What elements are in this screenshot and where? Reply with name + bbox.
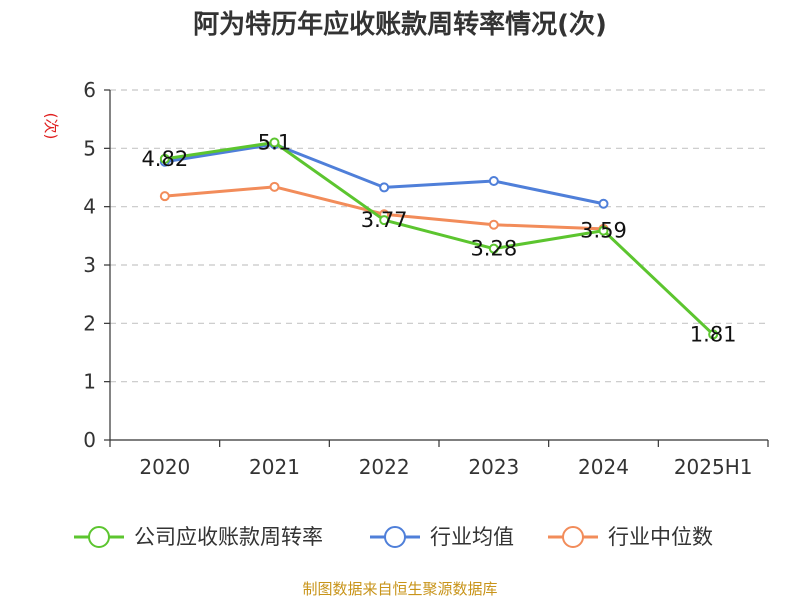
data-point (269, 137, 280, 148)
legend-item[interactable]: 行业中位数 (548, 525, 713, 549)
data-label: 3.28 (470, 237, 517, 261)
x-tick-label: 2022 (359, 455, 410, 479)
y-tick-label: 1 (83, 370, 96, 394)
data-point (488, 219, 499, 230)
y-axis-label: (次) (42, 113, 60, 140)
data-label: 3.59 (580, 219, 627, 243)
source-note: 制图数据来自恒生聚源数据库 (302, 580, 497, 598)
legend-item[interactable]: 行业均值 (370, 525, 514, 549)
y-tick-label: 3 (83, 253, 96, 277)
data-labels: 4.82 5.1 3.77 3.28 3.59 1.81 (141, 131, 736, 347)
x-tick-label: 2025H1 (674, 455, 753, 479)
y-tick-label: 5 (83, 136, 96, 160)
data-point (269, 181, 280, 192)
data-label: 5.1 (258, 131, 291, 155)
axes: 0 1 2 3 4 5 6 2020 2021 2022 2023 2024 2025H1 (83, 78, 769, 479)
x-tick-label: 2024 (578, 455, 629, 479)
y-tick-label: 2 (83, 311, 96, 335)
data-label: 3.77 (361, 208, 408, 232)
series-line (164, 141, 715, 336)
x-tick-label: 2020 (139, 455, 190, 479)
data-point (488, 243, 499, 254)
data-point (159, 153, 170, 164)
series-line (164, 142, 604, 206)
y-tick-label: 0 (83, 428, 96, 452)
data-point (708, 329, 719, 340)
legend-label: 行业均值 (430, 525, 514, 549)
data-point (598, 198, 609, 209)
data-point (488, 176, 499, 186)
x-tick-label: 2021 (249, 455, 300, 479)
data-point (159, 191, 170, 202)
data-point (379, 215, 390, 226)
legend-marker (384, 526, 406, 548)
chart-title: 阿为特历年应收账款周转率情况(次) (193, 9, 607, 40)
legend-marker (88, 526, 110, 548)
legend-label: 行业中位数 (608, 525, 713, 549)
legend[interactable]: 公司应收账款周转率 行业均值 行业中位数 (74, 525, 713, 549)
y-tick-label: 6 (83, 78, 96, 102)
data-label: 4.82 (141, 147, 188, 171)
data-label: 1.81 (690, 322, 737, 346)
legend-item[interactable]: 公司应收账款周转率 (74, 525, 323, 549)
x-tick-label: 2023 (468, 455, 519, 479)
data-point (598, 225, 609, 236)
legend-label: 公司应收账款周转率 (134, 525, 323, 549)
series-layer (159, 137, 719, 340)
data-point (379, 182, 390, 193)
y-tick-label: 4 (83, 195, 96, 219)
legend-marker (562, 526, 584, 548)
